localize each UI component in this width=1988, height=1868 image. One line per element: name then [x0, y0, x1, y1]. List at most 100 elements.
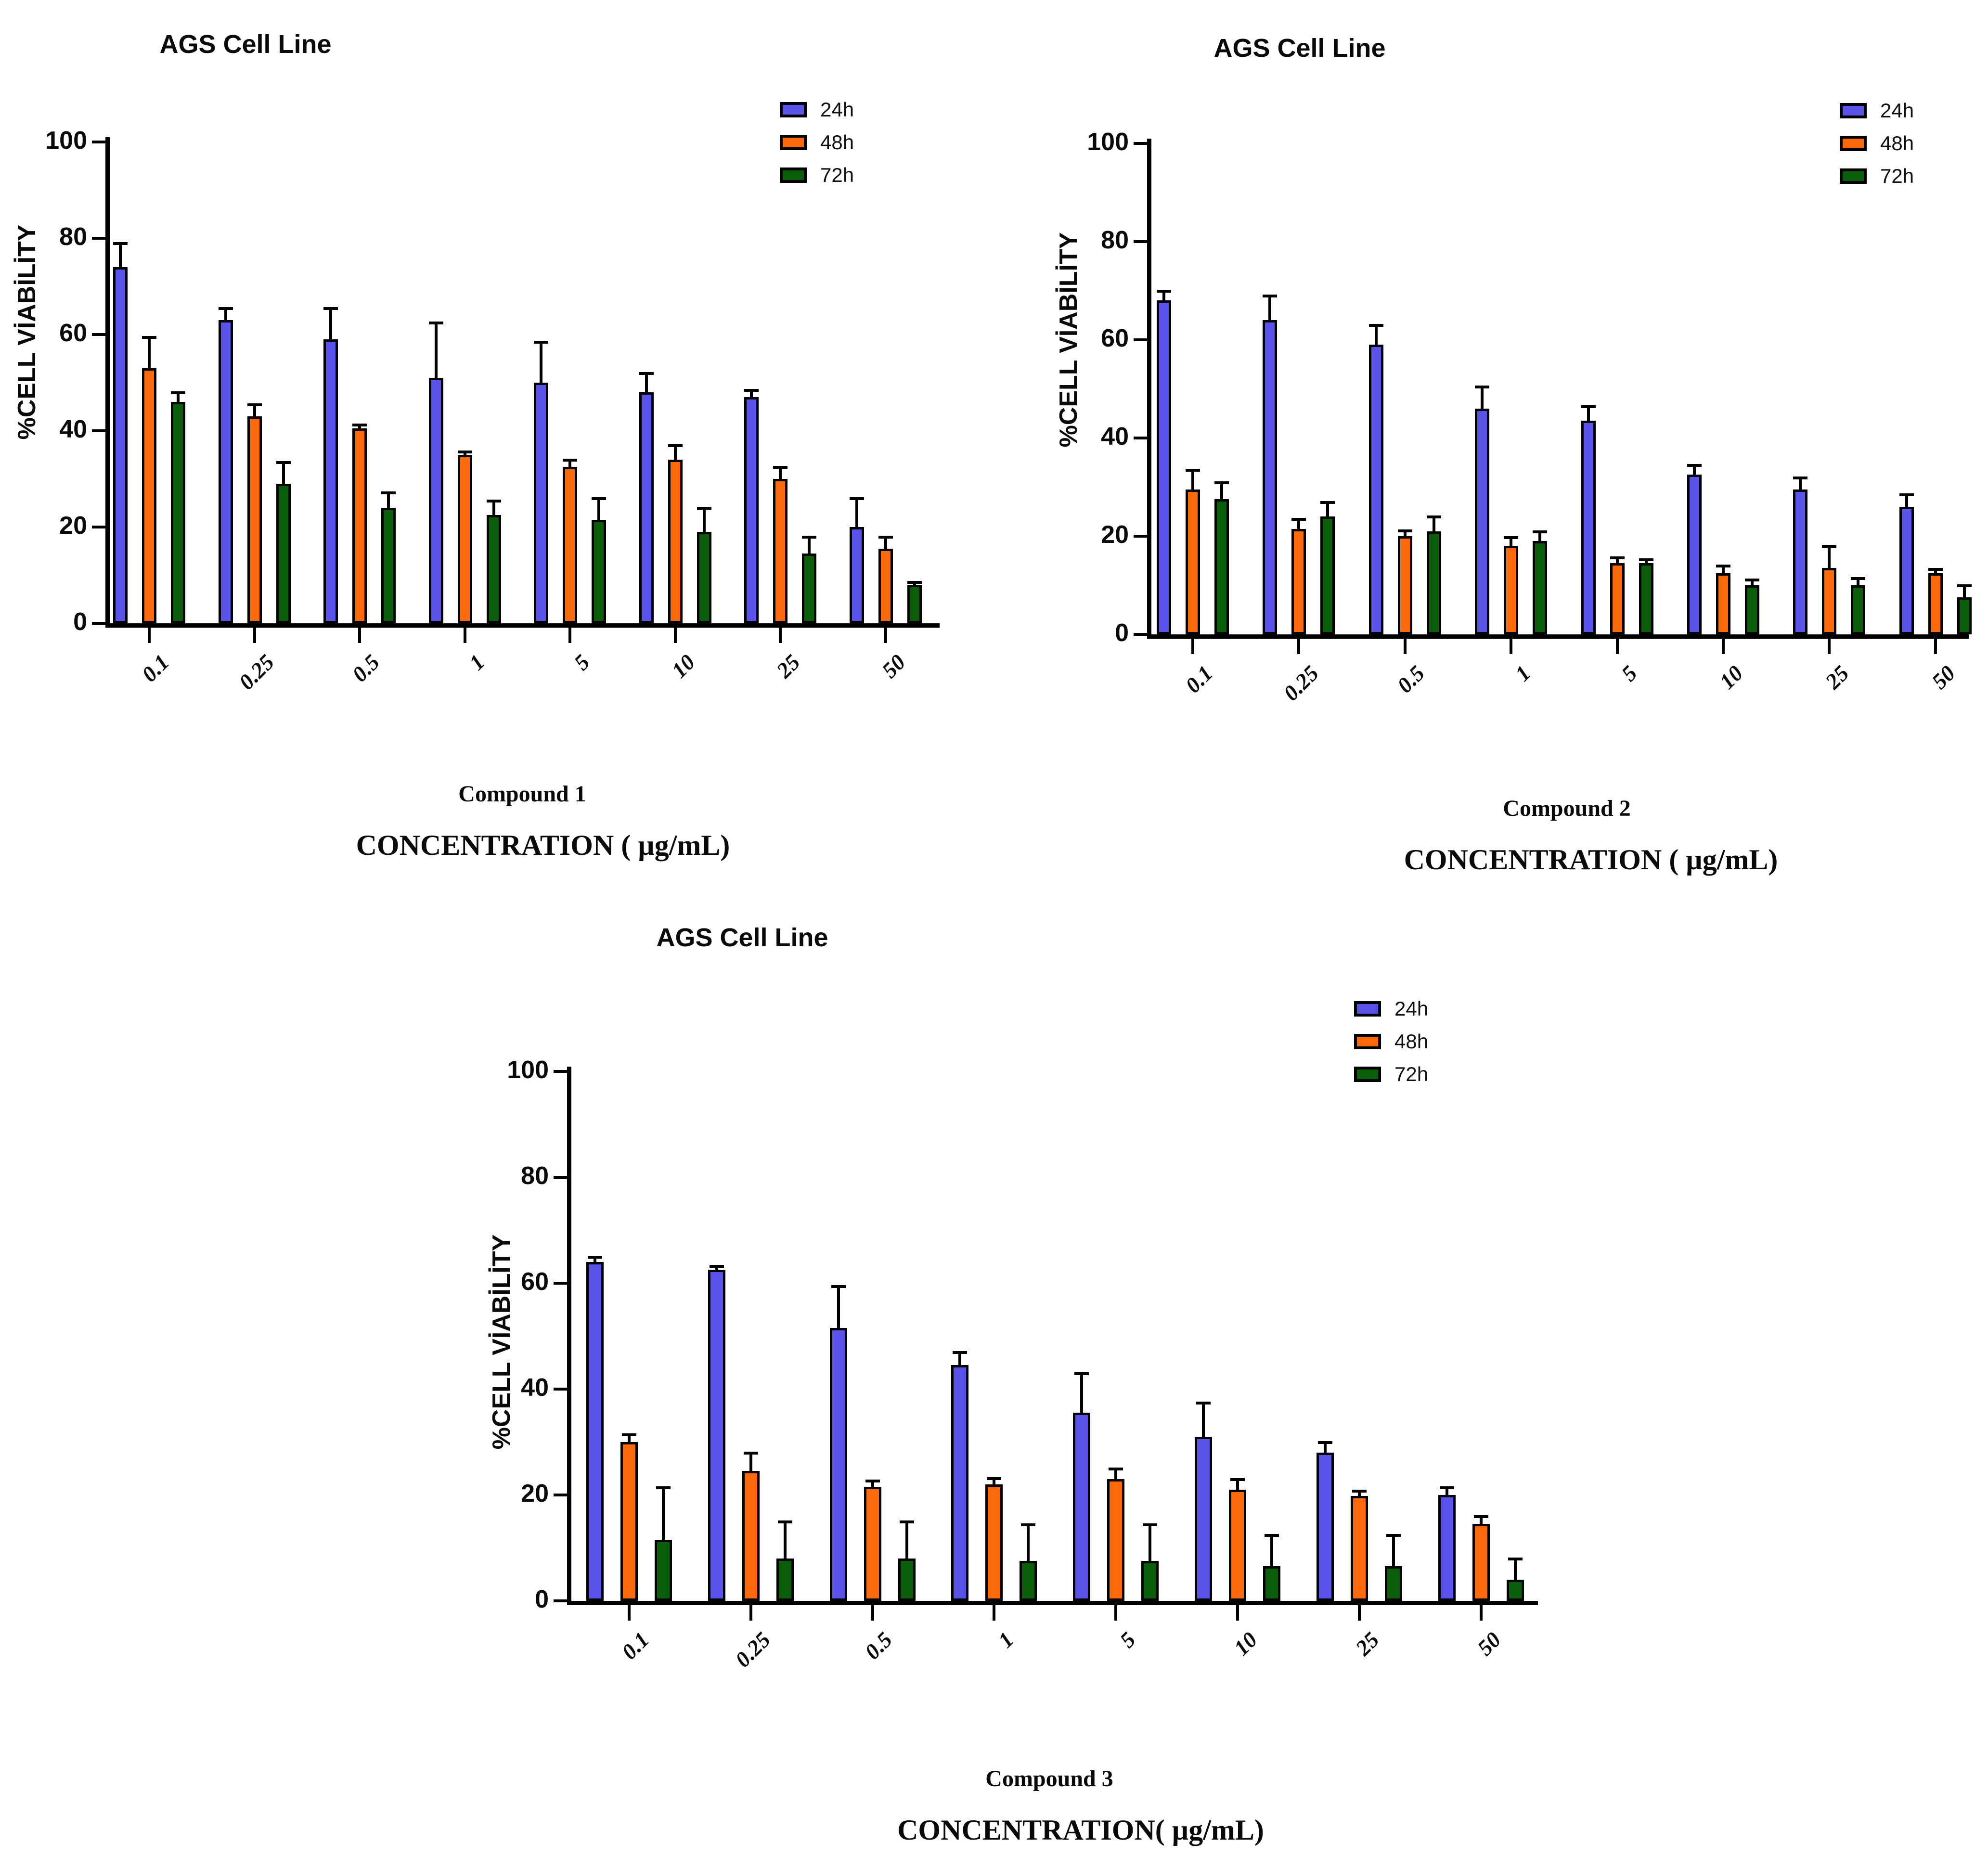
error-bar-cap [1610, 556, 1625, 559]
x-tick [1722, 639, 1725, 654]
error-bar-cap [1716, 565, 1730, 567]
legend-swatch-24h [780, 102, 807, 117]
y-tick-label: 100 [1087, 128, 1129, 156]
error-bar-cap [777, 1520, 792, 1523]
chart-title: AGS Cell Line [656, 923, 828, 952]
y-tick-label: 100 [507, 1056, 549, 1084]
error-bar-line [855, 498, 858, 529]
y-tick-label: 0 [1115, 619, 1129, 647]
bar-48h-0.5 [1397, 536, 1412, 634]
error-bar-line [434, 322, 438, 380]
x-tick [993, 1605, 996, 1621]
error-bar-cap [743, 1452, 758, 1455]
y-tick-label: 80 [521, 1162, 549, 1190]
error-bar-line [358, 425, 361, 430]
error-bar-cap [1533, 530, 1548, 533]
legend-swatch-48h [1354, 1034, 1381, 1049]
error-bar-line [1162, 291, 1165, 302]
error-bar-cap [588, 1256, 602, 1259]
legend-label: 72h [1394, 1063, 1429, 1085]
error-bar-cap [113, 242, 128, 245]
y-tick [92, 141, 105, 143]
legend-label: 48h [1394, 1030, 1429, 1053]
error-bar-cap [381, 491, 396, 494]
x-tick [884, 628, 887, 643]
error-bar-cap [171, 391, 185, 394]
bar-72h-0.25 [776, 1559, 794, 1601]
error-bar-line [568, 460, 571, 469]
error-bar-line [1799, 477, 1802, 491]
error-bar-line [1268, 296, 1272, 322]
error-bar-cap [622, 1433, 636, 1436]
error-bar-line [1693, 465, 1696, 477]
bar-48h-10 [668, 460, 683, 623]
error-bar-cap [1687, 464, 1702, 467]
error-bar-cap [1508, 1558, 1523, 1560]
error-bar-line [1481, 386, 1484, 411]
bar-72h-5 [592, 520, 606, 623]
error-bar-line [702, 508, 706, 534]
y-tick [92, 237, 105, 240]
error-bar-cap [1157, 290, 1171, 293]
error-bar-line [808, 537, 811, 555]
y-tick-label: 0 [535, 1585, 549, 1613]
error-bar-cap [1368, 324, 1383, 327]
y-tick [554, 1176, 567, 1179]
bar-72h-0.5 [1426, 531, 1441, 634]
error-bar-line [1587, 406, 1590, 423]
error-bar-cap [1074, 1372, 1089, 1375]
error-bar-cap [1143, 1523, 1158, 1526]
x-tick-label: 0.5 [860, 1627, 897, 1664]
error-bar-line [1644, 559, 1648, 565]
error-bar-cap [1957, 584, 1972, 587]
bar-48h-10 [1716, 573, 1730, 634]
x-tick [1615, 639, 1619, 654]
y-axis [567, 1067, 571, 1605]
error-bar-line [1357, 1491, 1361, 1498]
bar-72h-0.25 [1320, 516, 1335, 634]
y-tick-label: 20 [1101, 521, 1129, 549]
bar-72h-1 [486, 515, 501, 623]
bar-48h-0.1 [142, 368, 156, 623]
error-bar-cap [563, 459, 577, 462]
x-tick [749, 1605, 752, 1621]
bar-48h-25 [1822, 568, 1837, 634]
error-bar-cap [1851, 577, 1866, 580]
bar-24h-1 [1475, 409, 1490, 634]
x-tick-label: 1 [993, 1627, 1019, 1653]
error-bar-line [1374, 325, 1378, 347]
x-tick [1357, 1605, 1361, 1621]
error-bar-line [597, 498, 600, 522]
bar-24h-0.5 [1368, 345, 1383, 634]
legend-label: 72h [1880, 165, 1914, 187]
error-bar-cap [953, 1351, 968, 1354]
y-axis [1147, 139, 1151, 639]
legend: 24h 48h 72h [1840, 99, 1914, 197]
error-bar-cap [1291, 518, 1306, 521]
x-axis [567, 1601, 1538, 1605]
legend-item-48h: 48h [780, 131, 854, 154]
error-bar-cap [744, 389, 759, 392]
bar-24h-0.1 [1157, 300, 1171, 634]
error-bar-line [1323, 1442, 1327, 1455]
error-bar-cap [1397, 529, 1412, 532]
x-axis-label: CONCENTRATION ( µg/mL) [1404, 844, 1778, 876]
error-bar-line [779, 467, 782, 481]
legend-label: 24h [1880, 99, 1914, 122]
error-bar-line [253, 404, 256, 418]
bar-72h-0.1 [1214, 499, 1229, 634]
error-bar-line [1202, 1403, 1205, 1439]
bar-24h-1 [428, 378, 443, 623]
error-bar-cap [1263, 295, 1278, 297]
error-bar-line [540, 342, 542, 385]
error-bar-line [905, 1521, 908, 1560]
x-tick [1114, 1605, 1118, 1621]
bar-48h-5 [1107, 1479, 1125, 1601]
x-tick [1236, 1605, 1239, 1621]
x-axis-label: CONCENTRATION ( µg/mL) [356, 829, 730, 861]
bar-48h-5 [563, 467, 577, 623]
error-bar-cap [1745, 579, 1759, 581]
bar-72h-0.5 [381, 508, 396, 623]
y-tick-label: 40 [521, 1374, 549, 1402]
